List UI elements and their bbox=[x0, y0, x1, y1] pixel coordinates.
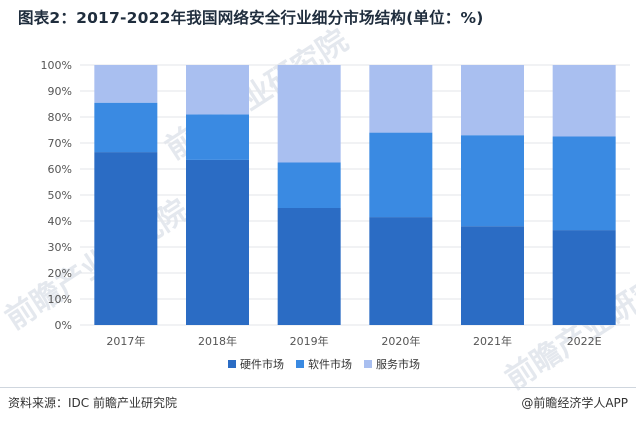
bar-segment[interactable] bbox=[461, 226, 524, 325]
bar-segment[interactable] bbox=[94, 102, 158, 153]
y-tick-label: 70% bbox=[48, 137, 72, 150]
legend-swatch bbox=[228, 360, 236, 368]
x-tick-label: 2020年 bbox=[381, 334, 420, 348]
y-tick-label: 10% bbox=[48, 293, 72, 306]
bar-segment[interactable] bbox=[186, 114, 249, 160]
credit-note: @前瞻经济学人APP bbox=[521, 396, 628, 410]
bar-segment[interactable] bbox=[186, 65, 249, 115]
bar-segment[interactable] bbox=[369, 132, 433, 218]
y-tick-label: 80% bbox=[48, 111, 72, 124]
bar-segment[interactable] bbox=[461, 65, 524, 136]
stacked-bar-chart: 0% 10% 20% 30% 40% 50% 60% 70% 80% 90% 100% 2017年 20… bbox=[41, 59, 630, 371]
y-tick-label: 100% bbox=[41, 59, 72, 72]
source-note: 资料来源：IDC 前瞻产业研究院 bbox=[8, 396, 177, 410]
y-tick-label: 0% bbox=[55, 319, 72, 332]
bar-segment[interactable] bbox=[277, 208, 341, 325]
bar-segment[interactable] bbox=[552, 230, 616, 325]
bar-segment[interactable] bbox=[461, 135, 524, 227]
legend-swatch bbox=[364, 360, 372, 368]
x-tick-label: 2018年 bbox=[198, 334, 237, 348]
y-tick-label: 30% bbox=[48, 241, 72, 254]
x-tick-label: 2017年 bbox=[106, 334, 145, 348]
bar-segment[interactable] bbox=[94, 65, 158, 103]
bar-segment[interactable] bbox=[277, 162, 341, 209]
bar-segment[interactable] bbox=[369, 217, 433, 325]
bar-segment[interactable] bbox=[552, 65, 616, 137]
bar-segment[interactable] bbox=[94, 152, 158, 325]
bar-segment[interactable] bbox=[552, 136, 616, 231]
legend-label: 服务市场 bbox=[376, 357, 420, 371]
footer-divider bbox=[0, 387, 636, 388]
chart-title: 图表2：2017-2022年我国网络安全行业细分市场结构(单位：%) bbox=[18, 9, 484, 27]
legend-label: 硬件市场 bbox=[240, 357, 284, 371]
legend-swatch bbox=[296, 360, 304, 368]
y-tick-label: 20% bbox=[48, 267, 72, 280]
x-tick-label: 2021年 bbox=[473, 334, 512, 348]
y-tick-label: 60% bbox=[48, 163, 72, 176]
y-tick-label: 90% bbox=[48, 85, 72, 98]
bar-segment[interactable] bbox=[277, 65, 341, 163]
y-tick-label: 50% bbox=[48, 189, 72, 202]
bar-segment[interactable] bbox=[186, 159, 249, 325]
legend-label: 软件市场 bbox=[308, 357, 352, 371]
x-tick-label: 2019年 bbox=[290, 334, 329, 348]
y-tick-label: 40% bbox=[48, 215, 72, 228]
bar-segment[interactable] bbox=[369, 65, 433, 133]
x-tick-label: 2022E bbox=[567, 335, 602, 348]
